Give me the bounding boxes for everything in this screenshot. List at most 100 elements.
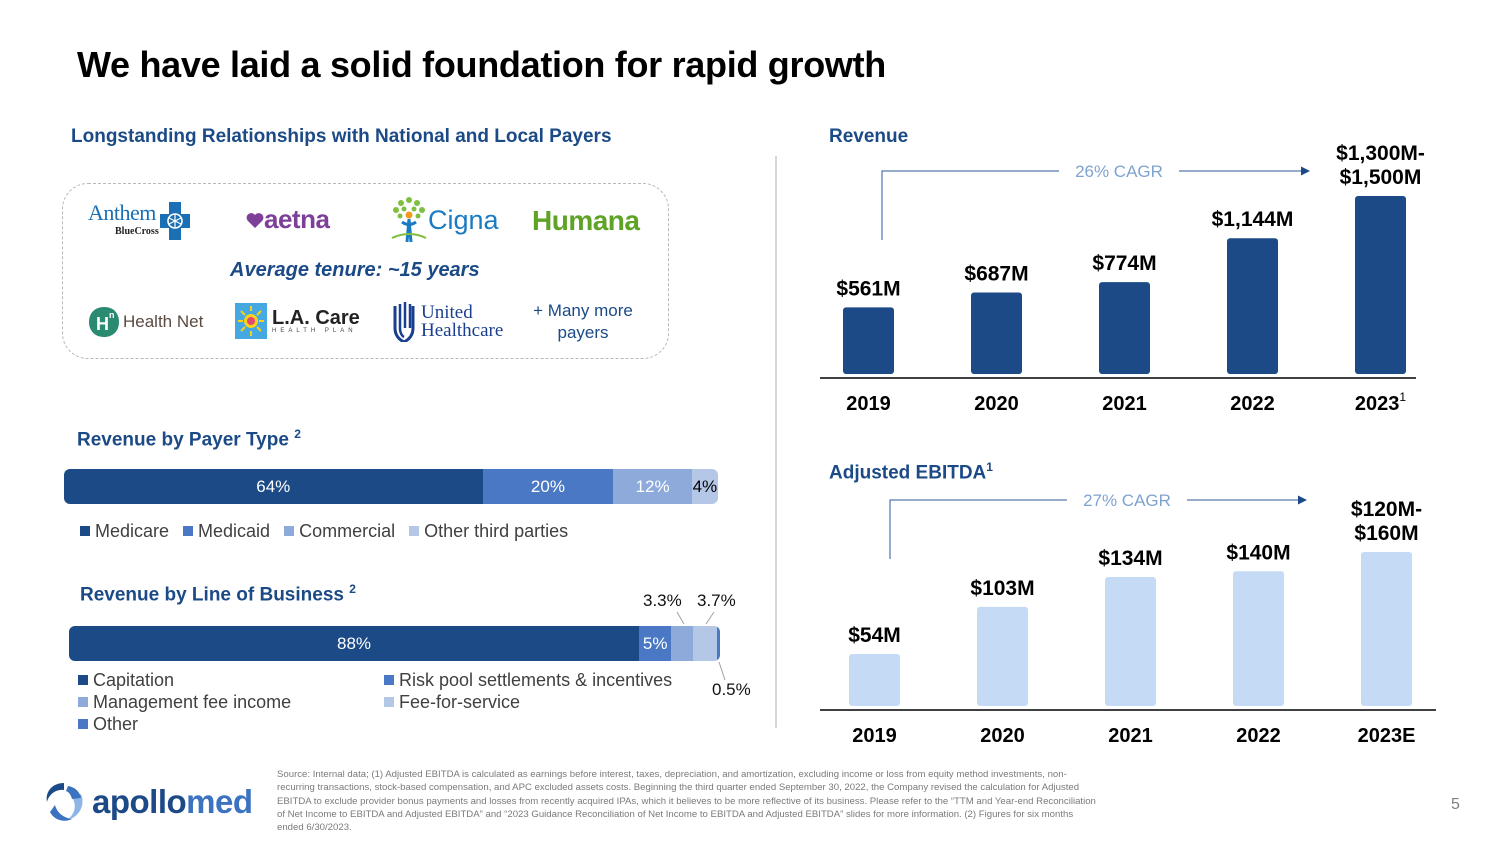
brand-part2: med xyxy=(186,783,253,820)
x-tick-sup: 1 xyxy=(1399,390,1406,404)
ebitda-chart-svg: 27% CAGR $54M 2019 $103M 2020 $134M 2021 $140M 2… xyxy=(820,491,1436,747)
x-tick-label: 2022 xyxy=(1230,393,1275,415)
ebitda-footnote-ref: 1 xyxy=(986,460,993,474)
segment-management-fee-income xyxy=(671,626,693,661)
many-more-line2: payers xyxy=(557,323,609,342)
lob-legend: Capitation Risk pool settlements & incent… xyxy=(78,669,718,739)
lob-callout-ffs: 3.7% xyxy=(697,591,736,610)
slide-title: We have laid a solid foundation for rapi… xyxy=(77,44,886,85)
legend-swatch xyxy=(284,526,295,536)
legend-label: Commercial xyxy=(299,520,396,541)
legend-swatch xyxy=(384,675,394,685)
bar-2021 xyxy=(1099,282,1150,374)
bar-2020 xyxy=(971,292,1022,374)
legend-item-capitation: Capitation xyxy=(78,669,174,691)
payer-type-legend: Medicare Medicaid Commercial Other third pa… xyxy=(80,520,582,542)
cagr-annotation: 26% CAGR xyxy=(881,162,1310,240)
segment-other-third-parties: 4% xyxy=(691,469,718,504)
bar-2019 xyxy=(843,307,894,374)
unitedhealthcare-logo: United Healthcare xyxy=(393,302,503,342)
legend-item-management-fee-income: Management fee income xyxy=(78,691,291,713)
bar-value-label: $687M xyxy=(964,262,1028,285)
bar-2023E xyxy=(1361,552,1412,706)
bar-2019 xyxy=(849,654,900,706)
legend-label: Management fee income xyxy=(93,692,292,712)
aetna-name: aetna xyxy=(264,204,330,234)
apollomed-wordmark: apollomed xyxy=(92,783,253,821)
anthem-name: Anthem xyxy=(88,200,156,225)
legend-swatch xyxy=(384,697,394,707)
apollomed-logo: apollomed xyxy=(42,780,253,824)
uhc-shield-icon xyxy=(393,302,415,342)
svg-text:H: H xyxy=(96,314,109,334)
bar-value-label: $54M xyxy=(848,624,901,647)
bar-value-label: $140M xyxy=(1226,541,1290,564)
legend-label: Risk pool settlements & incentives xyxy=(399,670,673,690)
bar-value-label: $1,300M- xyxy=(1336,142,1425,165)
bar-value-label: $134M xyxy=(1098,547,1162,570)
legend-label: Medicaid xyxy=(198,520,271,541)
apollomed-swirl-icon xyxy=(46,783,83,821)
segment-other xyxy=(716,626,720,661)
x-tick-label: 2020 xyxy=(974,393,1019,415)
lob-callout-mgmt-fee: 3.3% xyxy=(643,591,682,610)
payer-type-title: Revenue by Payer Type xyxy=(77,429,289,451)
humana-name: Humana xyxy=(532,205,640,236)
revenue-chart-svg: 26% CAGR $561M 2019 $687M 2020 $774M 2021 $1,14… xyxy=(820,142,1425,415)
lacare-sun-icon xyxy=(235,303,267,339)
cagr-annotation: 27% CAGR xyxy=(889,491,1307,559)
cagr-line-left xyxy=(881,170,1059,240)
brand-part1: apollo xyxy=(92,783,187,820)
bar-2020 xyxy=(977,606,1028,706)
cagr-arrowhead-icon xyxy=(1301,166,1310,176)
svg-text:n: n xyxy=(109,310,115,320)
average-tenure: Average tenure: ~15 years xyxy=(230,259,480,281)
cagr-label: 26% CAGR xyxy=(1075,162,1163,181)
segment-medicare: 64% xyxy=(64,469,483,504)
page-number: 5 xyxy=(1451,796,1460,813)
legend-label: Other third parties xyxy=(424,520,569,541)
cigna-name: Cigna xyxy=(428,204,499,235)
anthem-logo: Anthem BlueCross xyxy=(88,200,190,242)
bar-value-label: $120M- xyxy=(1351,498,1422,521)
legend-swatch xyxy=(78,675,88,685)
ebitda-heading: Adjusted EBITDA1 xyxy=(829,460,993,484)
payer-type-stacked-bar: 64% 20% 12% 4% xyxy=(64,469,718,504)
revenue-chart: 26% CAGR $561M 2019 $687M 2020 $774M 2021 $1,14… xyxy=(820,140,1440,430)
segment-label: 4% xyxy=(692,476,718,496)
blue-cross-icon xyxy=(159,202,190,240)
segment-label: 12% xyxy=(635,476,670,496)
ebitda-title: Adjusted EBITDA xyxy=(829,462,987,484)
cagr-label: 27% CAGR xyxy=(1083,491,1171,510)
uhc-name: United xyxy=(421,301,473,323)
lacare-sub: HEALTH PLAN xyxy=(272,328,357,334)
segment-label: 20% xyxy=(530,476,565,496)
revenue-heading: Revenue xyxy=(829,126,909,147)
heart-icon xyxy=(246,212,264,228)
legend-label: Other xyxy=(93,714,139,734)
cagr-line-left xyxy=(889,499,1067,559)
legend-swatch xyxy=(409,526,420,536)
payer-type-heading: Revenue by Payer Type 2 xyxy=(77,427,301,451)
callout-line-mgmt-fee xyxy=(676,611,685,625)
bar-value-label: $561M xyxy=(836,277,900,300)
bar-2023 xyxy=(1355,196,1406,374)
lacare-name: L.A. Care xyxy=(272,307,360,329)
legend-swatch xyxy=(80,526,90,536)
legend-label: Medicare xyxy=(95,520,170,541)
source-footnote: Source: Internal data; (1) Adjusted EBIT… xyxy=(277,769,1096,834)
aetna-logo: aetna xyxy=(246,204,330,235)
cigna-logo: Cigna xyxy=(390,194,499,246)
many-more-line1: + Many more xyxy=(533,301,633,320)
x-tick-label: 2019 xyxy=(846,393,891,415)
bar-value-label: $774M xyxy=(1092,252,1156,275)
x-tick-label: 2021 xyxy=(1108,725,1153,747)
lob-stacked-bar: 88% 5% xyxy=(69,626,720,661)
bar-value-label: $103M xyxy=(970,577,1034,600)
x-tick-label: 2023E xyxy=(1358,725,1416,747)
lacare-logo: L.A. Care HEALTH PLAN xyxy=(235,303,360,339)
uhc-sub: Healthcare xyxy=(421,320,504,341)
legend-item-other-third-parties: Other third parties xyxy=(409,521,568,542)
many-more-payers: + Many more payers xyxy=(513,300,653,344)
segment-capitation: 88% xyxy=(69,626,640,661)
